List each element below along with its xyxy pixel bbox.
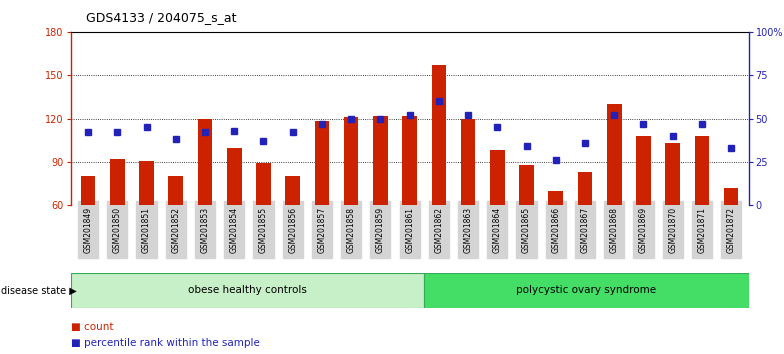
Bar bbox=[666, 143, 680, 205]
Text: ■ percentile rank within the sample: ■ percentile rank within the sample bbox=[71, 338, 260, 348]
Bar bbox=[695, 136, 710, 205]
Bar bbox=[71, 273, 424, 308]
Bar bbox=[578, 172, 593, 205]
Bar bbox=[169, 176, 183, 205]
Text: GDS4133 / 204075_s_at: GDS4133 / 204075_s_at bbox=[86, 11, 237, 24]
Bar bbox=[314, 121, 329, 205]
Bar bbox=[490, 150, 505, 205]
Bar bbox=[81, 176, 96, 205]
Bar bbox=[549, 191, 563, 205]
Bar bbox=[431, 65, 446, 205]
Bar bbox=[256, 164, 270, 205]
Bar bbox=[110, 159, 125, 205]
Bar bbox=[198, 119, 212, 205]
Bar bbox=[227, 148, 241, 205]
Text: obese healthy controls: obese healthy controls bbox=[188, 285, 307, 295]
Bar bbox=[607, 104, 622, 205]
Bar bbox=[519, 165, 534, 205]
Bar bbox=[373, 116, 388, 205]
Bar bbox=[461, 119, 475, 205]
Bar bbox=[424, 273, 749, 308]
Bar bbox=[285, 176, 300, 205]
Bar bbox=[140, 160, 154, 205]
Bar bbox=[724, 188, 739, 205]
Bar bbox=[636, 136, 651, 205]
Text: polycystic ovary syndrome: polycystic ovary syndrome bbox=[517, 285, 657, 295]
Text: disease state ▶: disease state ▶ bbox=[1, 285, 77, 295]
Bar bbox=[344, 117, 358, 205]
Bar bbox=[402, 116, 417, 205]
Text: ■ count: ■ count bbox=[71, 322, 113, 332]
